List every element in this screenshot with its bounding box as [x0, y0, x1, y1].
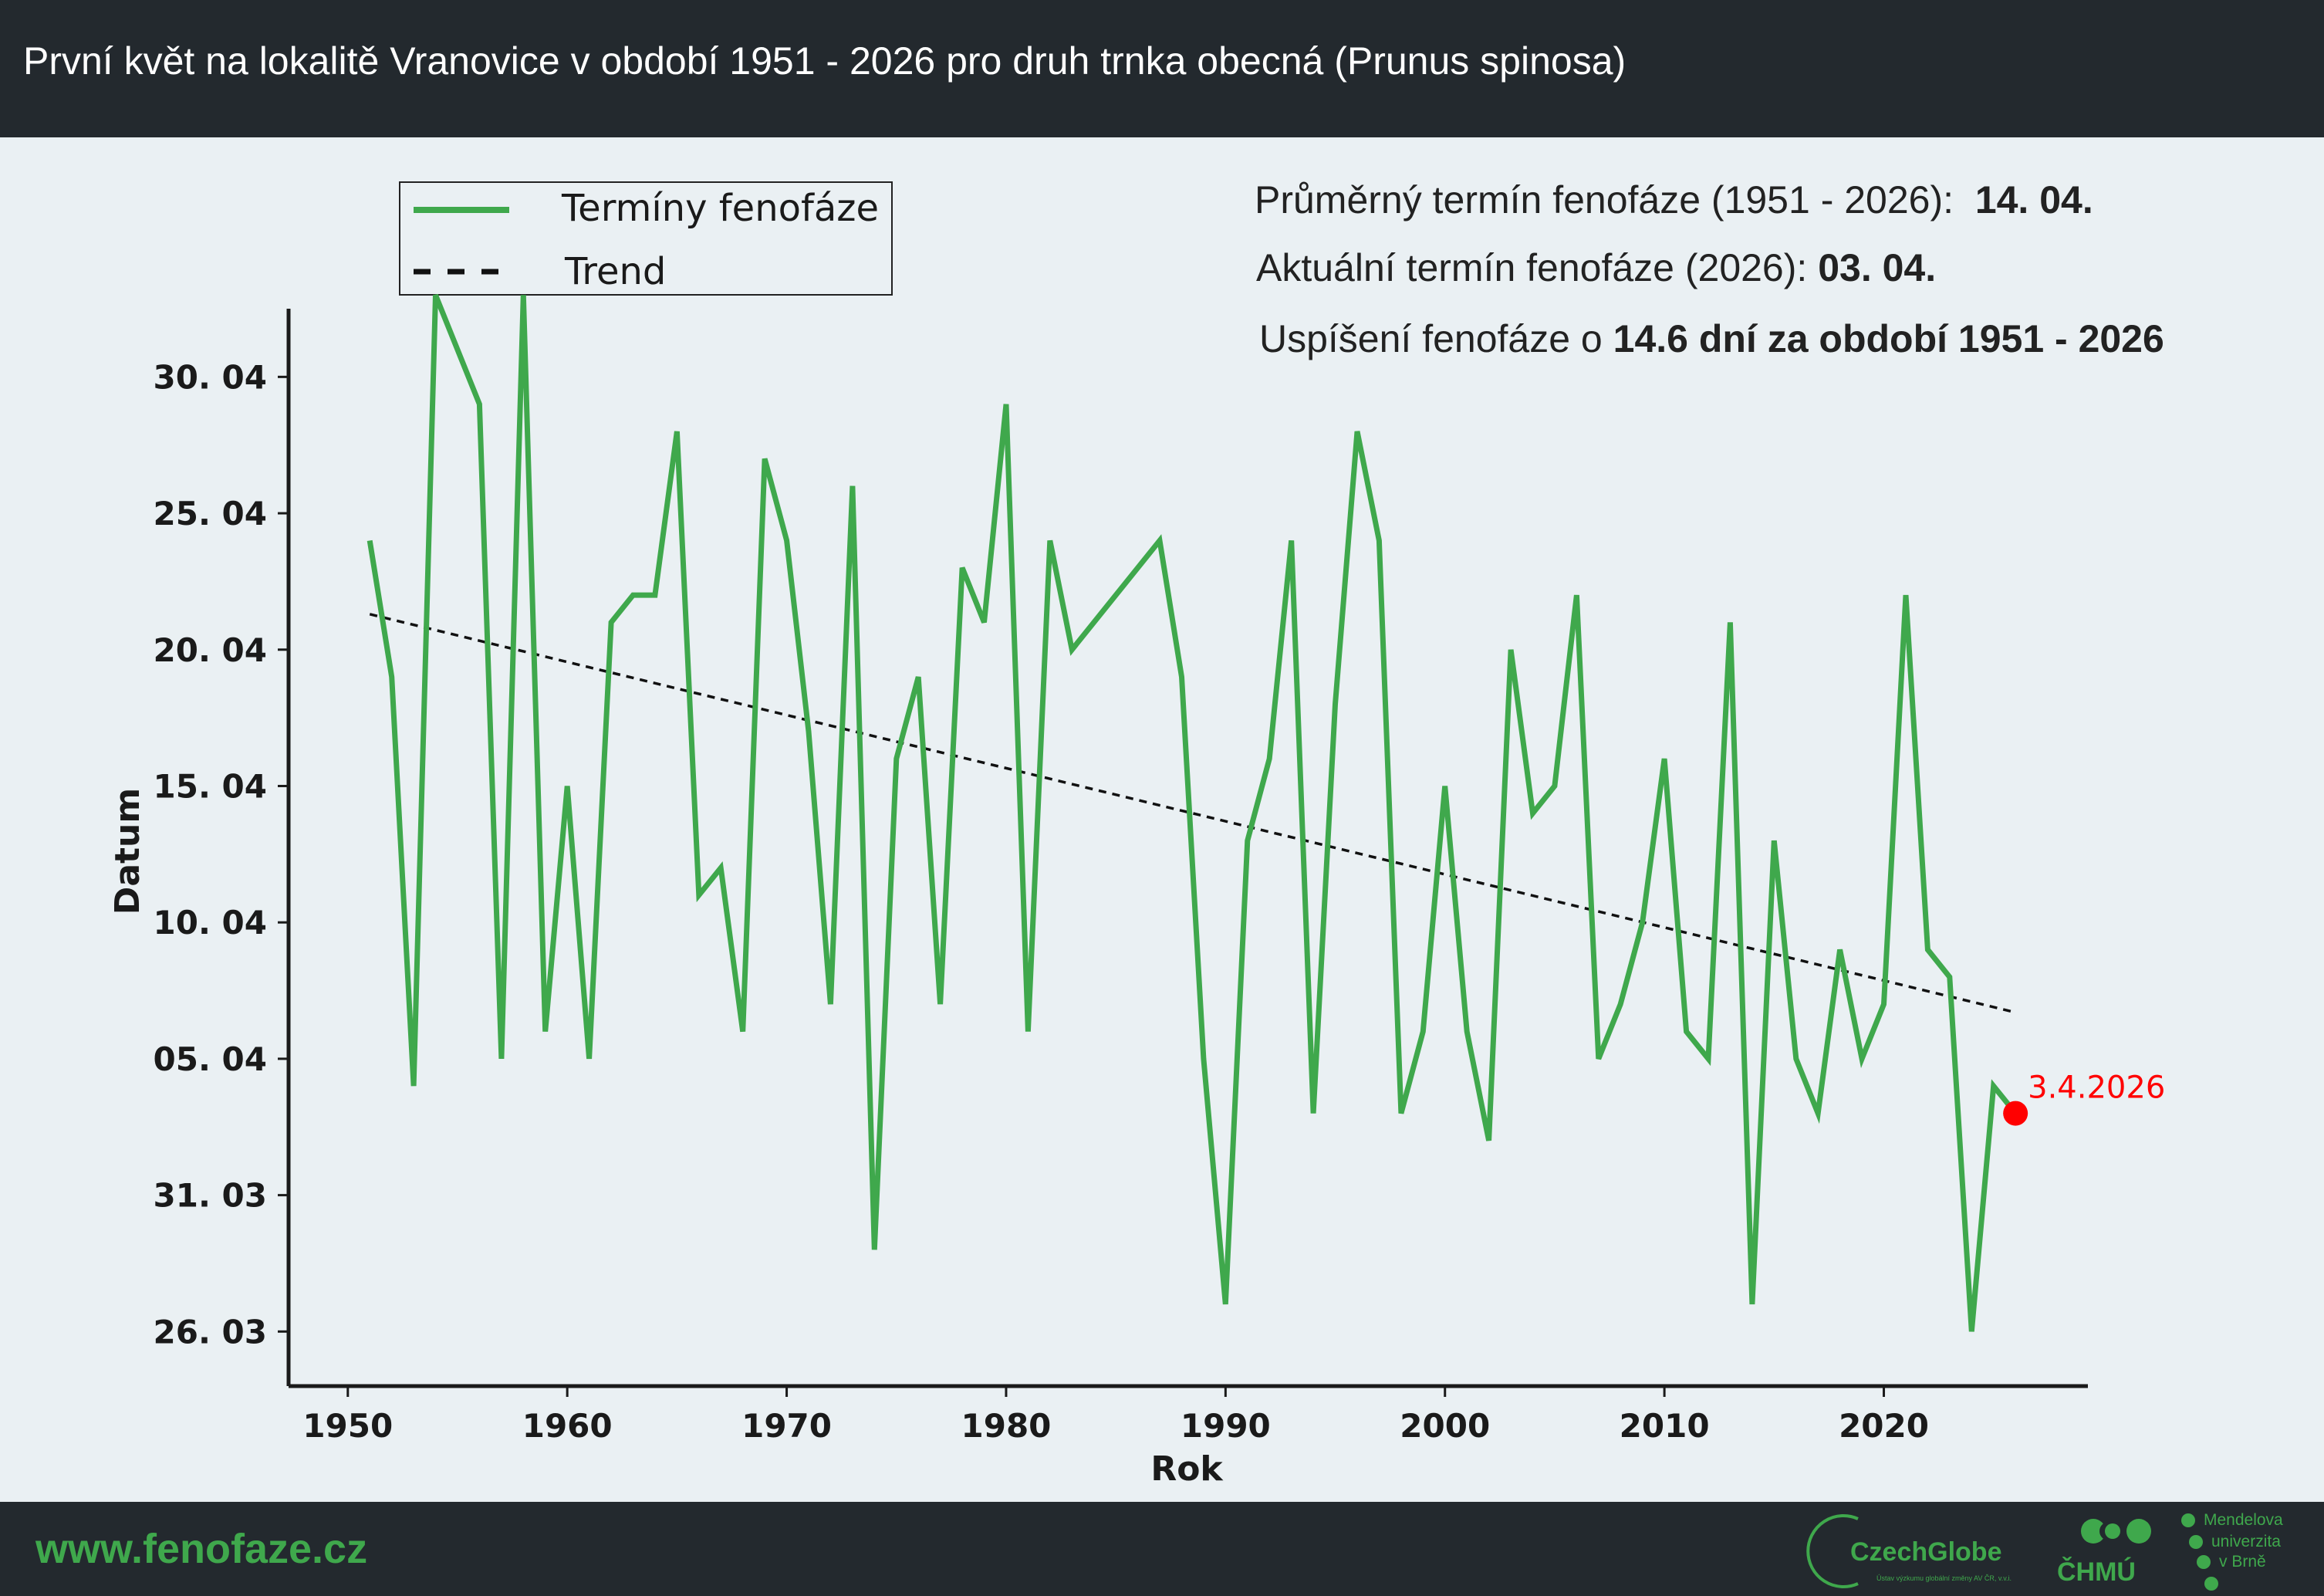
- x-tick-label: 1950: [302, 1407, 393, 1445]
- info-shift: Uspíšení fenofáze o 14.6 dní za období 1…: [1259, 316, 2164, 361]
- legend-label-trend: Trend: [564, 250, 666, 293]
- page-title: První květ na lokalitě Vranovice v obdob…: [23, 39, 1626, 83]
- x-tick-label: 2020: [1839, 1407, 1929, 1445]
- czechglobe-logo-subtext: Ústav výzkumu globální změny AV ČR, v.v.…: [1876, 1574, 2012, 1582]
- chart-legend: Termíny fenofáze Trend: [399, 181, 893, 296]
- legend-label-terminy: Termíny fenofáze: [561, 187, 879, 230]
- info-average: Průměrný termín fenofáze (1951 - 2026): …: [1255, 178, 2093, 222]
- x-tick-label: 2000: [1400, 1407, 1490, 1445]
- y-tick-label: 15. 04: [154, 767, 267, 805]
- chmu-logo: ČHMÚ: [2057, 1519, 2151, 1587]
- info-current-label: Aktuální termín fenofáze (2026):: [1256, 246, 1808, 289]
- current-point-marker: [2003, 1101, 2028, 1126]
- chart-axes: 1950 1960 1970 1980 1990 2000 2010 2020 26. 03 31…: [154, 309, 2088, 1445]
- info-shift-value: 14.6 dní za období 1951 - 2026: [1613, 317, 2164, 360]
- phenology-chart: Termíny fenofáze Trend 1950 1960 1970 1980 1…: [108, 181, 2165, 1489]
- x-axis-title: Rok: [1150, 1449, 1224, 1489]
- y-tick-label: 05. 04: [154, 1040, 267, 1078]
- y-tick-label: 20. 04: [154, 631, 267, 669]
- y-axis-title: Datum: [108, 788, 147, 915]
- website-link[interactable]: www.fenofaze.cz: [35, 1526, 368, 1572]
- trend-line: [369, 613, 2016, 1014]
- y-tick-label: 31. 03: [154, 1177, 267, 1215]
- legend-box: [399, 181, 893, 296]
- info-average-label: Průměrný termín fenofáze (1951 - 2026):: [1255, 178, 1954, 221]
- x-tick-label: 2010: [1620, 1407, 1710, 1445]
- info-average-value: 14. 04.: [1974, 178, 2093, 221]
- footer-bar: www.fenofaze.cz CzechGlobe Ústav výzkumu…: [0, 1502, 2324, 1596]
- mendel-logo-line3: v Brně: [2219, 1553, 2266, 1571]
- header-bar: První květ na lokalitě Vranovice v obdob…: [0, 0, 2324, 137]
- x-tick-label: 1970: [741, 1407, 832, 1445]
- partner-logos: CzechGlobe Ústav výzkumu globální změny …: [1806, 1511, 2283, 1591]
- x-tick-label: 1980: [961, 1407, 1052, 1445]
- chmu-logo-text: ČHMÚ: [2057, 1557, 2136, 1587]
- mendel-logo-line1: Mendelova: [2204, 1511, 2283, 1529]
- y-tick-label: 30. 04: [154, 358, 267, 396]
- info-current: Aktuální termín fenofáze (2026): 03. 04.: [1256, 245, 1936, 290]
- x-tick-label: 1990: [1181, 1407, 1271, 1445]
- current-point-label: 3.4.2026: [2028, 1070, 2165, 1106]
- mendel-logo-line2: univerzita: [2211, 1533, 2281, 1550]
- y-tick-label: 25. 04: [154, 495, 267, 533]
- x-tick-label: 1960: [522, 1407, 613, 1445]
- chart-marks: 3.4.2026: [367, 293, 2165, 1332]
- info-shift-label: Uspíšení fenofáze o: [1259, 317, 1603, 360]
- y-tick-label: 10. 04: [154, 904, 267, 942]
- info-current-value: 03. 04.: [1818, 246, 1937, 289]
- y-tick-label: 26. 03: [154, 1313, 267, 1351]
- czechglobe-logo: CzechGlobe Ústav výzkumu globální změny …: [1806, 1514, 2012, 1588]
- mendel-logo: Mendelova univerzita v Brně: [2181, 1511, 2283, 1591]
- phenophase-line: [367, 293, 2018, 1332]
- czechglobe-logo-text: CzechGlobe: [1850, 1537, 2001, 1567]
